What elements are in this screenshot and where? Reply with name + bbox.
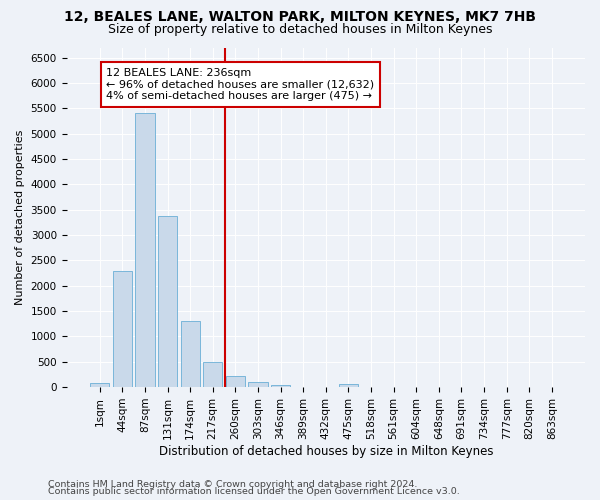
Text: 12 BEALES LANE: 236sqm
← 96% of detached houses are smaller (12,632)
4% of semi-: 12 BEALES LANE: 236sqm ← 96% of detached…: [106, 68, 374, 101]
Bar: [113, 270, 132, 387]
Text: Size of property relative to detached houses in Milton Keynes: Size of property relative to detached ho…: [108, 22, 492, 36]
Bar: [226, 376, 245, 387]
Bar: [271, 384, 290, 387]
Bar: [181, 320, 200, 387]
Bar: [339, 384, 358, 387]
Bar: [136, 114, 155, 387]
Text: Contains HM Land Registry data © Crown copyright and database right 2024.: Contains HM Land Registry data © Crown c…: [48, 480, 418, 489]
Text: Contains public sector information licensed under the Open Government Licence v3: Contains public sector information licen…: [48, 487, 460, 496]
X-axis label: Distribution of detached houses by size in Milton Keynes: Distribution of detached houses by size …: [158, 444, 493, 458]
Bar: [90, 384, 109, 387]
Text: 12, BEALES LANE, WALTON PARK, MILTON KEYNES, MK7 7HB: 12, BEALES LANE, WALTON PARK, MILTON KEY…: [64, 10, 536, 24]
Bar: [248, 382, 268, 387]
Y-axis label: Number of detached properties: Number of detached properties: [15, 130, 25, 305]
Bar: [158, 216, 177, 387]
Bar: [203, 362, 223, 387]
